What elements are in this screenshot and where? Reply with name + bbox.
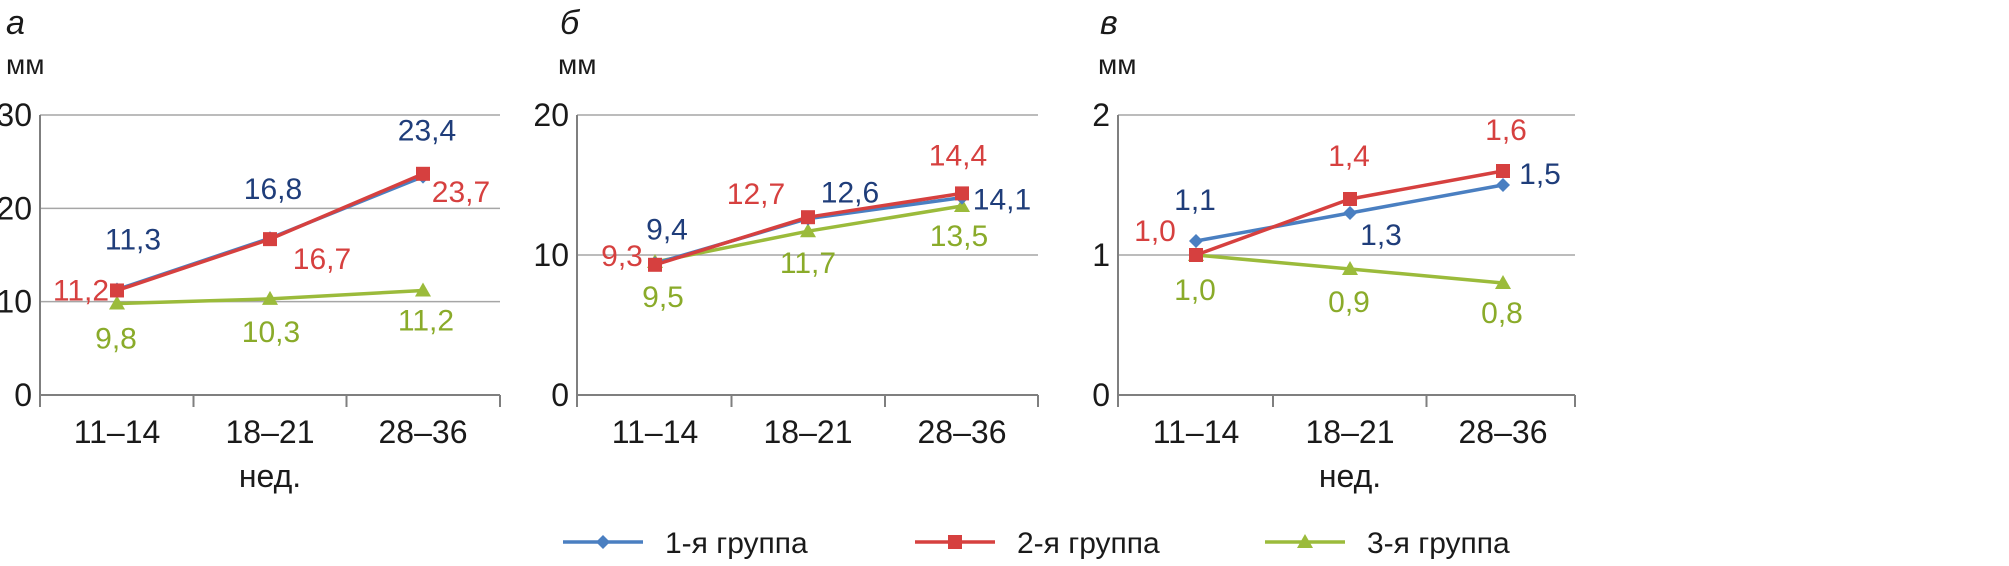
data-label: 1,6 — [1485, 114, 1527, 147]
y-tick-label: 10 — [0, 284, 32, 320]
data-point-marker — [801, 210, 815, 225]
data-point-marker — [1342, 261, 1358, 275]
data-label: 10,3 — [242, 316, 300, 349]
y-tick-label: 20 — [0, 190, 32, 226]
data-label: 11,2 — [398, 304, 454, 337]
panel-letter: а — [6, 4, 25, 42]
data-point-marker — [415, 282, 431, 297]
data-point-marker — [263, 232, 277, 247]
data-point-marker — [1495, 275, 1511, 289]
data-label: 11,7 — [780, 247, 836, 280]
y-tick-label: 1 — [1092, 237, 1110, 273]
data-label: 14,1 — [973, 184, 1031, 217]
x-axis-label: нед. — [1319, 458, 1381, 494]
legend-label: 1-я группа — [665, 527, 808, 560]
x-tick-label: 18–21 — [1306, 414, 1395, 450]
data-label: 1,3 — [1360, 219, 1402, 252]
data-point-marker — [109, 295, 125, 310]
data-point-marker — [648, 257, 662, 272]
y-tick-label: 2 — [1092, 97, 1110, 133]
y-axis-unit-label: мм — [1098, 49, 1137, 80]
y-axis-unit-label: мм — [6, 49, 45, 80]
panel-letter: в — [1100, 4, 1118, 42]
y-tick-label: 0 — [14, 377, 32, 413]
data-point-marker — [955, 186, 969, 201]
data-label: 1,0 — [1174, 274, 1216, 307]
data-label: 9,8 — [95, 323, 137, 356]
x-tick-label: 11–14 — [1153, 414, 1240, 450]
y-tick-label: 30 — [0, 97, 32, 133]
data-label: 14,4 — [929, 139, 987, 172]
data-label: 16,8 — [244, 173, 302, 206]
x-tick-label: 28–36 — [379, 414, 468, 450]
legend-label: 3-я группа — [1367, 527, 1510, 560]
data-label: 11,3 — [105, 224, 161, 257]
data-point-marker — [1496, 178, 1510, 192]
y-tick-label: 0 — [1092, 377, 1110, 413]
data-point-marker — [1496, 164, 1510, 178]
x-tick-label: 28–36 — [1459, 414, 1548, 450]
data-label: 1,1 — [1174, 184, 1216, 217]
x-axis-label: нед. — [239, 458, 301, 494]
data-label: 0,9 — [1328, 286, 1370, 319]
data-label: 1,4 — [1328, 140, 1370, 173]
y-tick-label: 20 — [533, 97, 569, 133]
legend-marker — [1297, 534, 1313, 548]
data-label: 9,5 — [642, 281, 684, 314]
data-label: 23,4 — [398, 115, 456, 148]
legend-marker — [948, 535, 962, 549]
data-point-marker — [1343, 192, 1357, 206]
data-label: 12,7 — [727, 178, 785, 211]
data-label: 13,5 — [930, 220, 988, 253]
y-tick-label: 0 — [551, 377, 569, 413]
data-point-marker — [416, 166, 430, 181]
x-tick-label: 11–14 — [612, 414, 699, 450]
data-label: 11,2 — [53, 274, 109, 307]
x-tick-label: 11–14 — [74, 414, 161, 450]
data-label: 16,7 — [293, 243, 351, 276]
legend-label: 2-я группа — [1017, 527, 1160, 560]
data-point-marker — [1189, 248, 1203, 262]
data-point-marker — [1343, 206, 1357, 220]
data-point-marker — [262, 290, 278, 305]
data-label: 0,8 — [1481, 297, 1523, 330]
data-point-marker — [110, 283, 124, 298]
data-label: 12,6 — [821, 177, 879, 210]
data-label: 9,4 — [646, 213, 688, 246]
panel-letter: б — [560, 4, 581, 42]
data-label: 1,0 — [1134, 215, 1176, 248]
y-axis-unit-label: мм — [558, 49, 597, 80]
x-tick-label: 28–36 — [918, 414, 1007, 450]
legend-marker — [596, 535, 610, 549]
y-tick-label: 10 — [533, 237, 569, 273]
data-label: 23,7 — [432, 176, 490, 209]
x-tick-label: 18–21 — [764, 414, 853, 450]
data-label: 9,3 — [601, 240, 643, 273]
data-point-marker — [800, 223, 816, 238]
data-label: 1,5 — [1519, 158, 1561, 191]
data-point-marker — [1189, 234, 1203, 248]
x-tick-label: 18–21 — [226, 414, 315, 450]
data-point-marker — [954, 198, 970, 212]
